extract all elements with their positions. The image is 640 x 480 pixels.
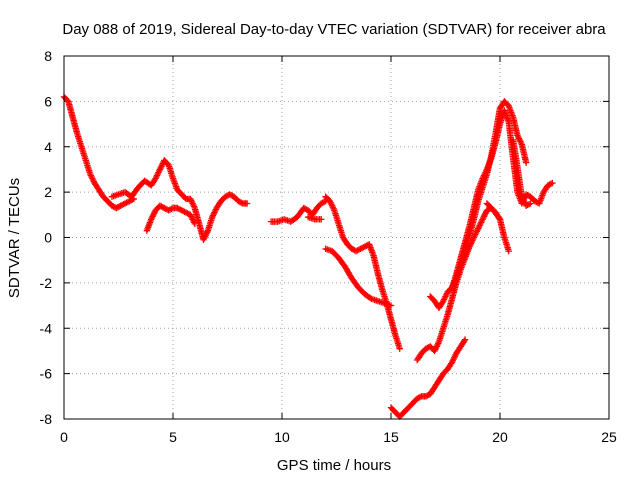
plot-frame bbox=[63, 55, 610, 420]
y-tick-label: -4 bbox=[40, 320, 53, 336]
data-point bbox=[238, 199, 245, 206]
data-point bbox=[243, 200, 251, 207]
x-tick-label: 15 bbox=[383, 429, 399, 445]
data-point bbox=[396, 345, 403, 352]
data-point bbox=[416, 393, 424, 401]
series-track-3 bbox=[143, 202, 198, 234]
data-point bbox=[166, 206, 174, 213]
y-tick-label: 6 bbox=[44, 93, 52, 109]
x-tick-label: 5 bbox=[169, 429, 177, 445]
series-track-13 bbox=[509, 136, 534, 209]
series-track-8 bbox=[387, 336, 469, 420]
data-point bbox=[549, 179, 556, 187]
data-point bbox=[525, 201, 533, 208]
data-marks-layer bbox=[60, 93, 556, 420]
data-point bbox=[461, 336, 469, 343]
series-track-7 bbox=[322, 245, 395, 309]
tick-label-layer: 0 5 10 15 20 25 -8 -6 -4 -2 0 2 4 6 8 bbox=[40, 48, 617, 445]
data-point bbox=[505, 247, 512, 255]
grid-layer bbox=[64, 56, 609, 419]
series-track-1 bbox=[60, 93, 137, 212]
series-track-6 bbox=[322, 193, 403, 352]
data-point bbox=[387, 302, 395, 309]
data-point bbox=[318, 216, 325, 223]
series-track-2 bbox=[108, 157, 251, 243]
y-tick-label: 2 bbox=[44, 184, 52, 200]
y-tick-label: -2 bbox=[40, 275, 53, 291]
y-tick-label: -8 bbox=[40, 411, 53, 427]
y-tick-label: 0 bbox=[44, 230, 52, 246]
y-tick-label: 8 bbox=[44, 48, 52, 64]
x-tick-label: 25 bbox=[601, 429, 617, 445]
y-axis-label: SDTVAR / TECUs bbox=[6, 178, 23, 298]
data-point bbox=[320, 198, 328, 206]
y-tick-label: 4 bbox=[44, 139, 52, 155]
data-point bbox=[527, 200, 534, 207]
x-axis-label: GPS time / hours bbox=[277, 457, 391, 474]
series-track-5 bbox=[304, 213, 325, 223]
data-point bbox=[461, 337, 468, 345]
data-point bbox=[168, 205, 175, 212]
data-point bbox=[547, 180, 555, 188]
chart-title: Day 088 of 2019, Sidereal Day-to-day VTE… bbox=[62, 21, 606, 38]
x-tick-label: 0 bbox=[60, 429, 68, 445]
y-tick-label: -6 bbox=[40, 366, 53, 382]
data-point bbox=[495, 214, 503, 222]
data-point bbox=[366, 294, 374, 302]
x-tick-label: 20 bbox=[492, 429, 508, 445]
x-tick-label: 10 bbox=[274, 429, 290, 445]
series-track-9 bbox=[413, 204, 504, 364]
series-track-11 bbox=[448, 98, 530, 291]
series-track-12 bbox=[483, 200, 512, 255]
data-point bbox=[191, 220, 198, 228]
data-point bbox=[522, 159, 530, 166]
